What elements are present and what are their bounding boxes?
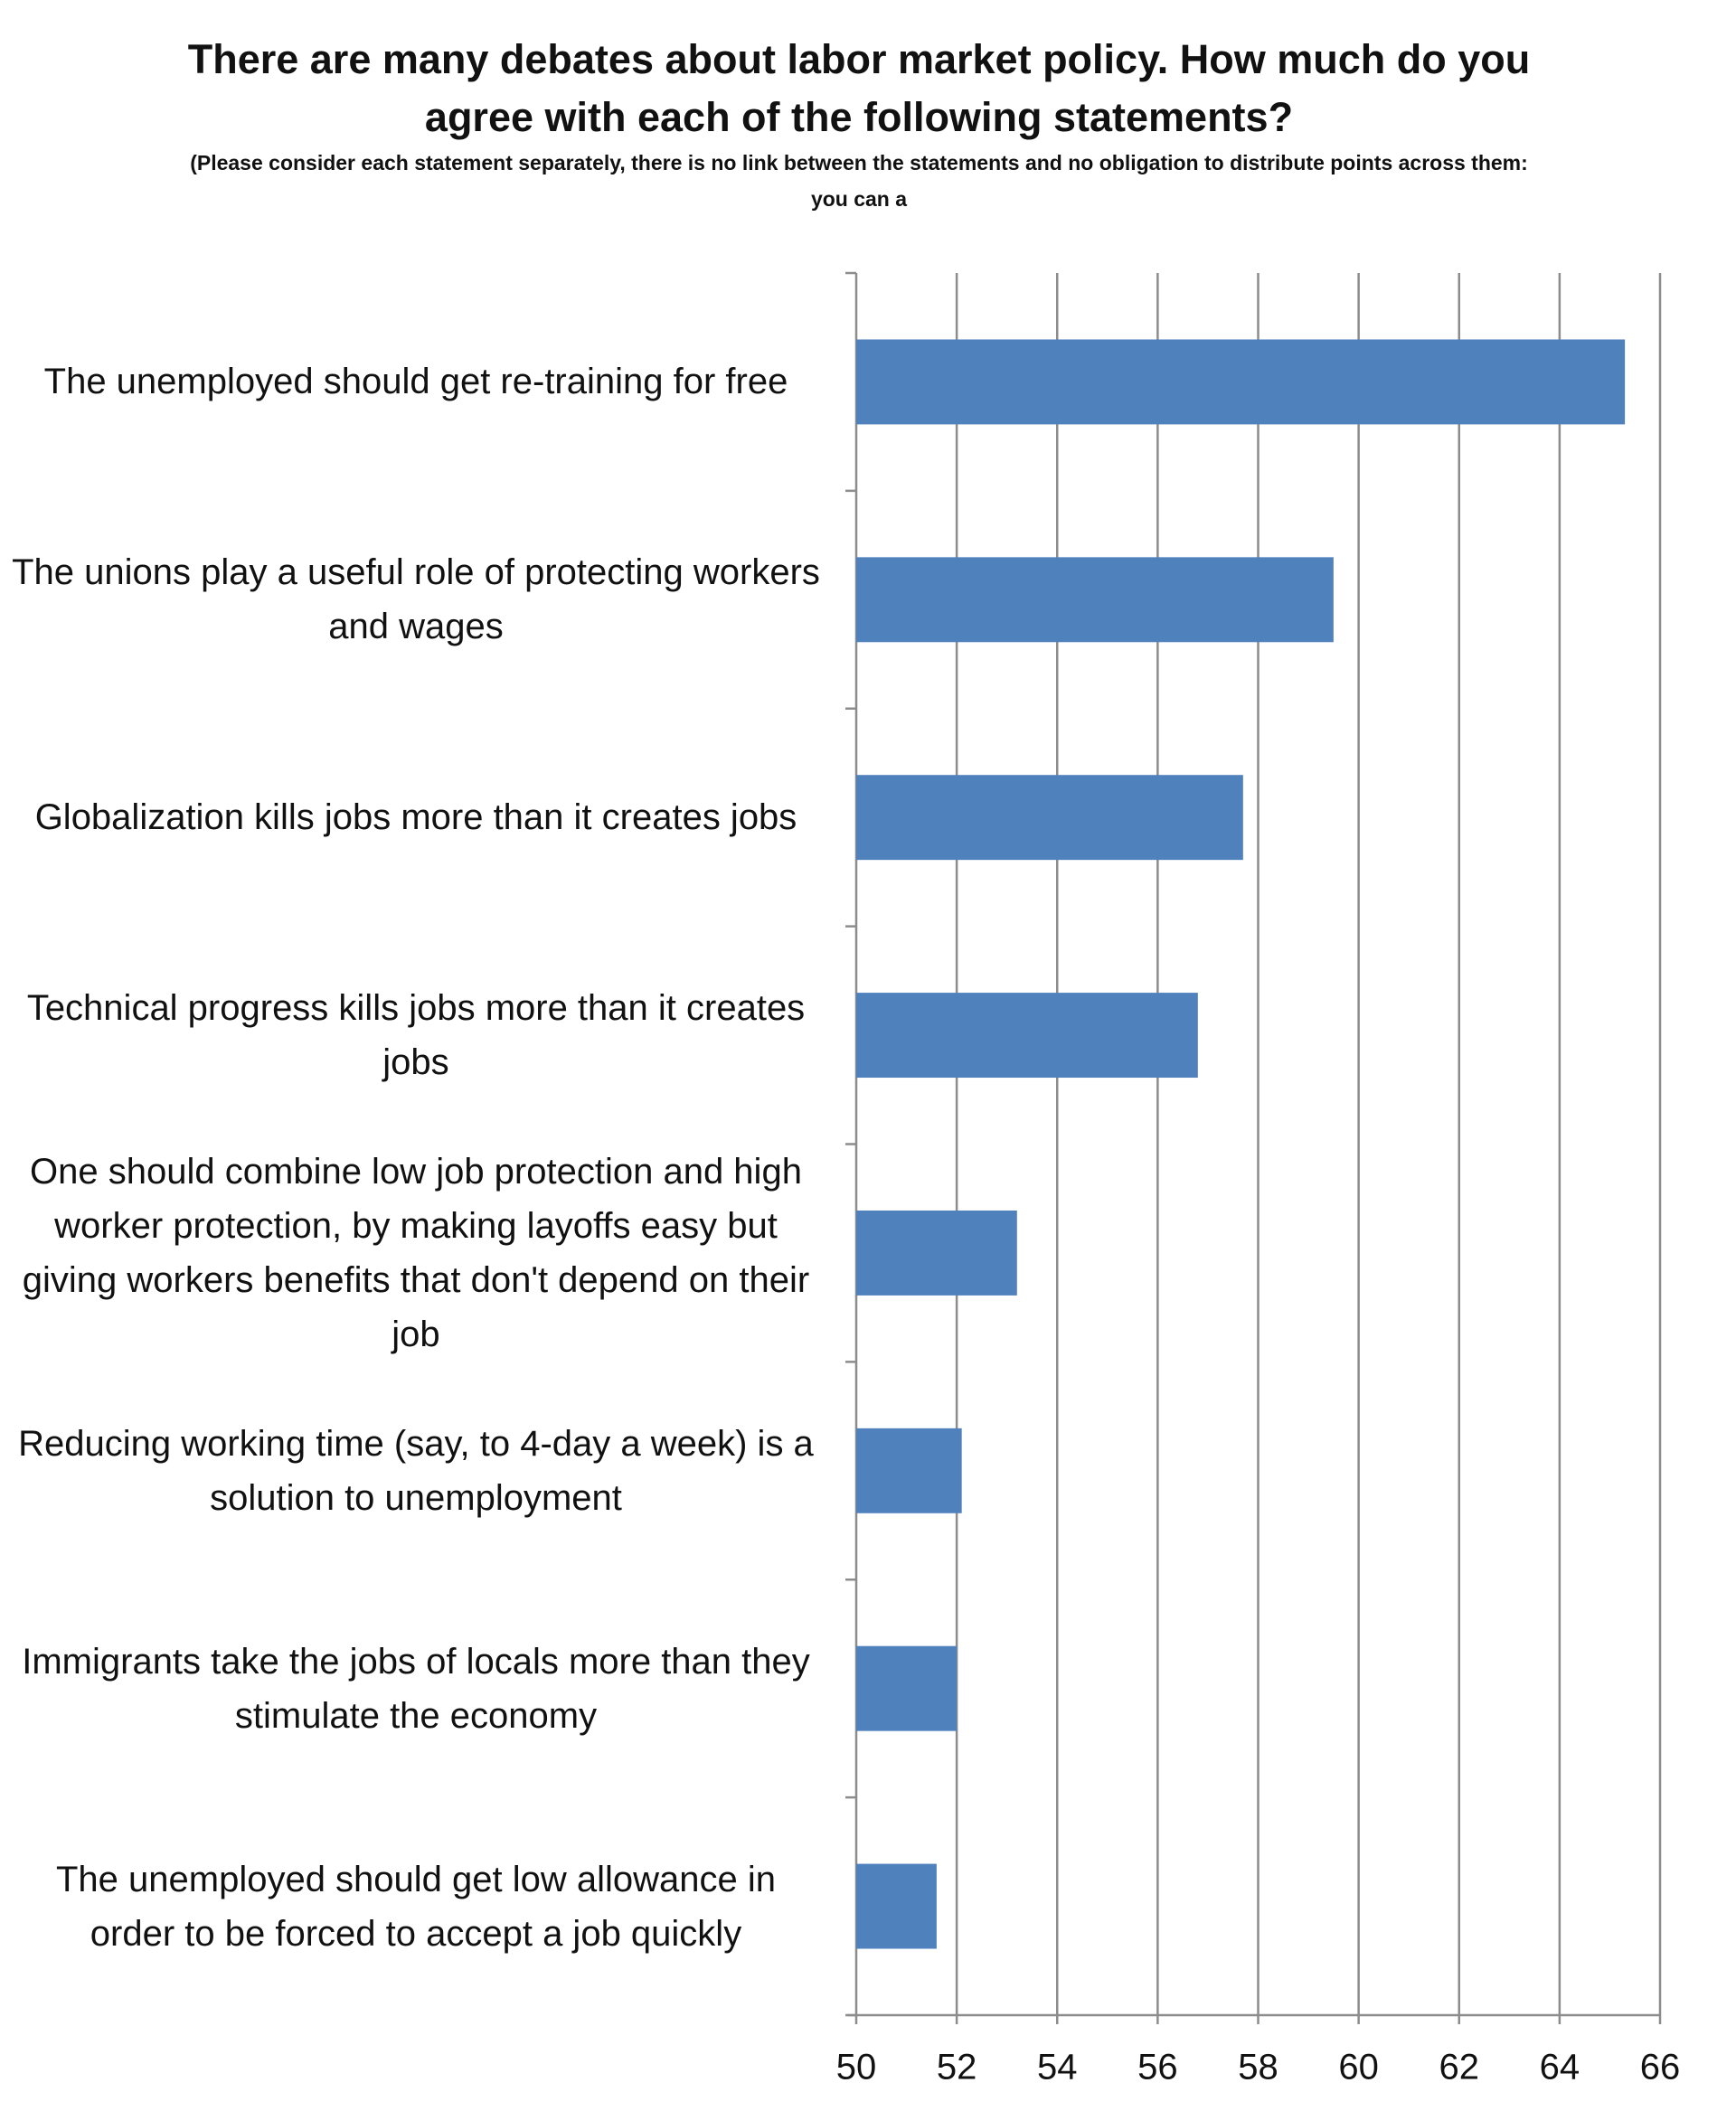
x-tick-label: 52 [937, 2048, 977, 2087]
x-tick-label: 66 [1640, 2048, 1681, 2087]
category-label: Immigrants take the jobs of locals more … [22, 1641, 810, 1736]
bar [856, 1428, 962, 1513]
x-tick-label: 64 [1540, 2048, 1580, 2087]
category-label: The unemployed should get low allowance … [55, 1859, 777, 1954]
x-tick-label: 54 [1037, 2048, 1078, 2087]
category-label: Reducing working time (say, to 4-day a w… [18, 1423, 814, 1518]
category-label: Globalization kills jobs more than it cr… [34, 797, 797, 838]
bar [856, 993, 1198, 1079]
bar [856, 1210, 1017, 1296]
chart-title: There are many debates about labor marke… [187, 36, 1531, 140]
category-label: Technical progress kills jobs more than … [26, 988, 806, 1083]
bar [856, 775, 1243, 861]
chart-subtitle: (Please consider each statement separate… [190, 151, 1528, 211]
x-tick-label: 62 [1439, 2048, 1480, 2087]
category-label: The unions play a useful role of protect… [12, 552, 820, 647]
bar [856, 339, 1626, 425]
category-label: The unemployed should get re-training fo… [43, 362, 788, 402]
x-tick-label: 60 [1338, 2048, 1379, 2087]
x-tick-label: 50 [836, 2048, 877, 2087]
x-tick-label: 58 [1238, 2048, 1278, 2087]
x-tick-label: 56 [1137, 2048, 1178, 2087]
bar [856, 1645, 958, 1731]
bar [856, 1863, 937, 1949]
bar [856, 557, 1334, 643]
category-label: One should combine low job protection an… [22, 1151, 810, 1354]
